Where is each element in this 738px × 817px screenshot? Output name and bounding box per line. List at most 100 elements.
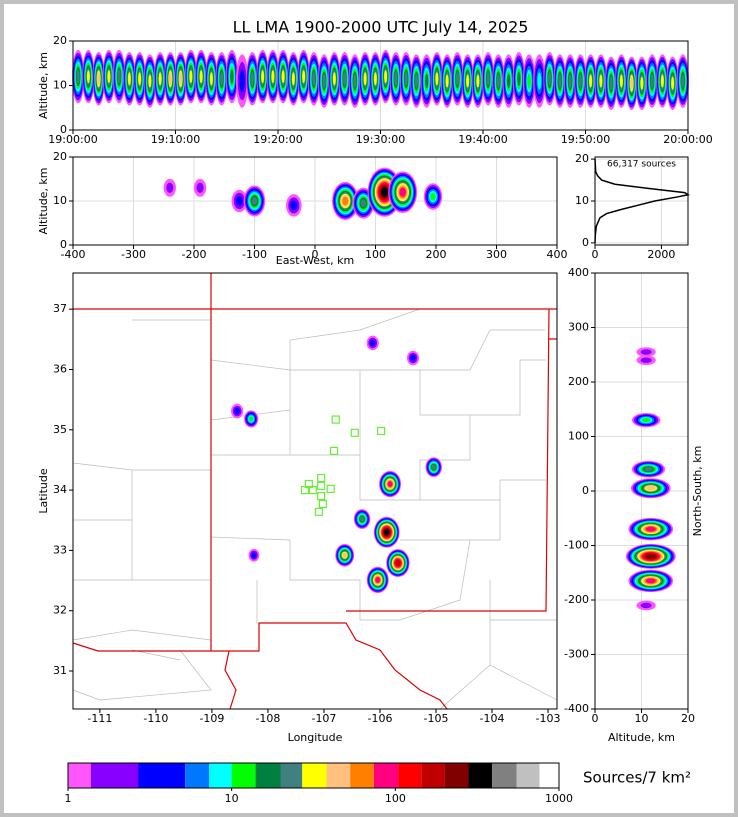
colorbar-segment — [231, 763, 256, 788]
x-tick-label: 20 — [681, 712, 695, 725]
y-tick-label: 10 — [575, 194, 589, 207]
y-tick-label: 0 — [582, 484, 589, 497]
y-tick-label: 20 — [53, 150, 67, 163]
source-density — [363, 72, 367, 86]
x-tick-label: 2000 — [647, 248, 675, 261]
y-tick-label: 33 — [53, 543, 67, 556]
source-density — [578, 74, 582, 88]
station — [308, 485, 317, 495]
plot-frame — [72, 272, 558, 710]
y-tick-label: -100 — [564, 539, 589, 552]
colorbar-label: Sources/7 km² — [583, 769, 691, 787]
source-density — [230, 69, 234, 84]
colorbar-segment — [138, 763, 186, 788]
source-density — [640, 357, 652, 363]
source-density — [209, 72, 213, 86]
source-density — [168, 72, 172, 86]
source-density — [199, 70, 203, 84]
y-tick-label: 20 — [53, 34, 67, 47]
colorbar-segment — [302, 763, 327, 788]
source-density — [381, 187, 389, 198]
altitude-profile — [594, 159, 690, 243]
y-tick-label: 10 — [53, 79, 67, 92]
source-density — [239, 69, 245, 93]
plot-frame — [72, 40, 689, 131]
x-tick-label: -100 — [242, 248, 267, 261]
x-tick-label: -103 — [536, 712, 561, 725]
plot-frame — [594, 156, 689, 246]
station — [317, 481, 326, 490]
source-density — [589, 74, 593, 88]
source-density — [568, 74, 572, 88]
source-density — [302, 70, 306, 84]
source-density — [645, 578, 656, 584]
y-tick-label: 300 — [568, 321, 589, 334]
source-density — [414, 74, 418, 88]
colorbar-segment — [468, 763, 493, 788]
source-density — [445, 74, 449, 88]
colorbar-segment — [350, 763, 374, 788]
source-density — [640, 602, 652, 609]
source-density — [644, 467, 653, 472]
plot-frame — [72, 156, 558, 246]
source-density — [370, 339, 376, 347]
y-axis-label: Altitude, km — [37, 167, 50, 234]
x-tick-label: -300 — [121, 248, 146, 261]
x-tick-label: 19:30:00 — [356, 133, 405, 146]
x-tick-label: -109 — [199, 712, 224, 725]
source-density — [506, 73, 511, 89]
station — [317, 473, 326, 483]
y-axis-label: Latitude — [37, 468, 50, 514]
source-density — [548, 71, 552, 86]
source-density — [235, 196, 243, 206]
colorbar-tick-label: 1 — [65, 792, 72, 805]
source-density — [86, 70, 90, 84]
source-density — [189, 70, 193, 84]
y-tick-label: 10 — [53, 194, 67, 207]
source-density — [619, 74, 623, 88]
source-density — [431, 464, 436, 470]
colorbar-segment — [209, 763, 232, 788]
x-tick-label: 0 — [592, 712, 599, 725]
source-density — [261, 70, 265, 84]
source-density — [251, 552, 257, 559]
colorbar-segment — [255, 763, 281, 788]
source-density — [640, 76, 644, 90]
colorbar-segment — [185, 763, 210, 788]
x-tick-label: -108 — [255, 712, 280, 725]
source-density — [148, 74, 152, 88]
colorbar-segment — [516, 763, 540, 788]
colorbar-segment — [398, 763, 422, 788]
colorbar-segment — [421, 763, 445, 788]
source-density — [641, 418, 651, 423]
x-tick-label: -105 — [424, 712, 449, 725]
source-density — [179, 72, 183, 86]
colorbar-frame — [67, 762, 560, 789]
source-density — [630, 77, 634, 90]
y-tick-label: 400 — [568, 266, 589, 279]
y-tick-label: 200 — [568, 375, 589, 388]
x-tick-label: 19:20:00 — [253, 133, 302, 146]
x-tick-label: -200 — [182, 248, 207, 261]
source-density — [671, 76, 675, 90]
y-tick-label: 31 — [53, 664, 67, 677]
colorbar-segment — [90, 763, 139, 788]
source-density — [404, 71, 408, 86]
x-tick-label: 19:50:00 — [561, 133, 610, 146]
source-density — [384, 529, 390, 536]
station — [300, 485, 310, 495]
x-tick-label: -106 — [367, 712, 392, 725]
y-tick-label: 35 — [53, 423, 67, 436]
source-density — [127, 72, 131, 86]
source-density — [476, 74, 480, 88]
source-density — [435, 72, 439, 86]
source-density — [281, 70, 285, 84]
source-density — [517, 71, 521, 87]
station — [377, 426, 386, 436]
source-density — [609, 76, 613, 91]
source-density — [410, 354, 416, 362]
source-density — [107, 70, 111, 84]
colorbar-segment — [326, 763, 351, 788]
source-density — [384, 70, 388, 84]
